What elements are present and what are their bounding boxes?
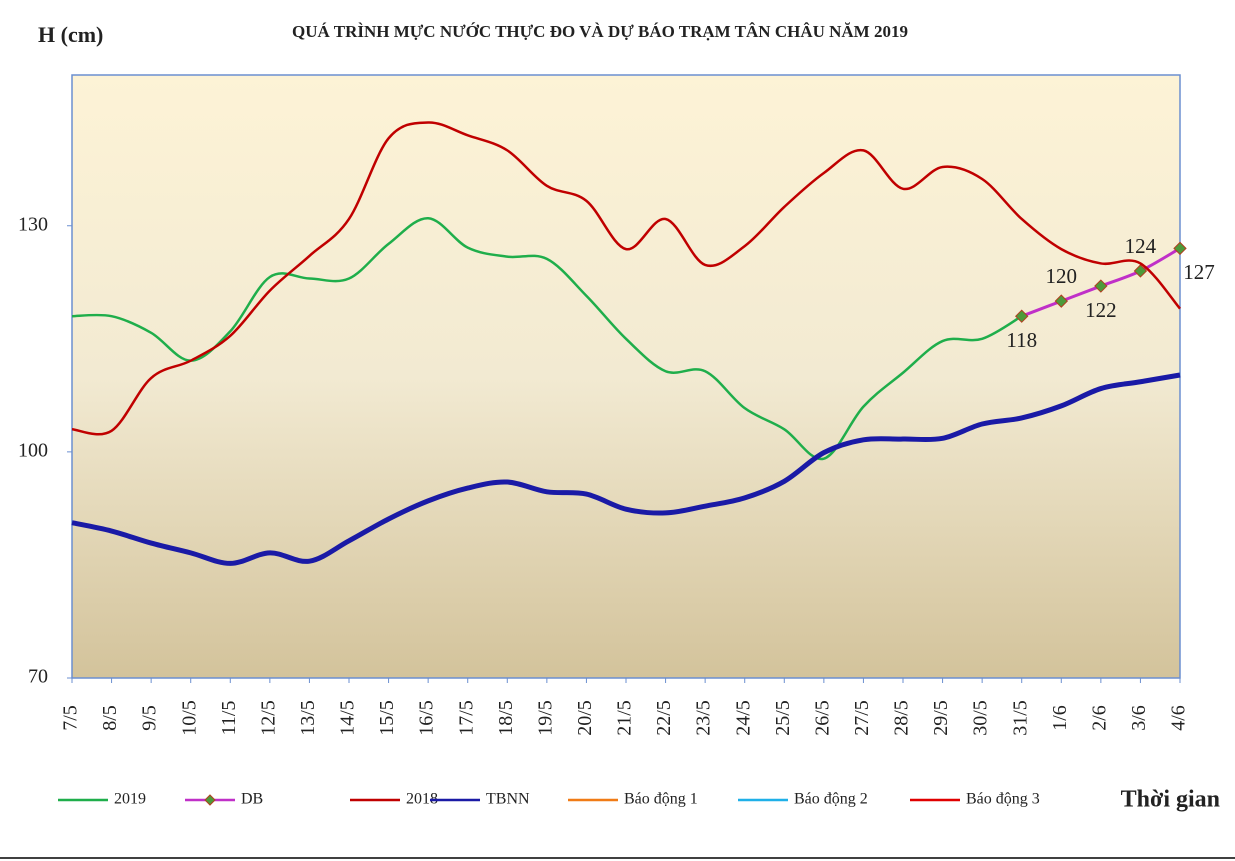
legend-label: Báo động 3 bbox=[966, 791, 1040, 808]
data-marker bbox=[1094, 279, 1108, 293]
data-label: 120 bbox=[1046, 264, 1078, 288]
data-label: 122 bbox=[1085, 298, 1117, 322]
x-tick-label: 25/5 bbox=[772, 700, 794, 736]
x-tick-label: 2/6 bbox=[1088, 705, 1110, 731]
x-tick-label: 18/5 bbox=[495, 700, 517, 736]
x-tick-label: 14/5 bbox=[337, 700, 359, 736]
x-tick-label: 8/5 bbox=[99, 705, 121, 731]
legend-label: Báo động 2 bbox=[794, 791, 868, 808]
legend-label: 2019 bbox=[114, 791, 146, 808]
x-tick-label: 24/5 bbox=[732, 700, 754, 736]
x-tick-label: 30/5 bbox=[970, 700, 992, 736]
series-line bbox=[71, 121, 1181, 436]
data-label: 124 bbox=[1125, 234, 1157, 258]
data-marker bbox=[1015, 309, 1029, 323]
x-tick-label: 12/5 bbox=[257, 700, 279, 736]
x-tick-label: 19/5 bbox=[534, 700, 556, 736]
x-tick-label: 11/5 bbox=[218, 701, 240, 736]
legend-label: TBNN bbox=[486, 791, 530, 808]
y-tick-label: 70 bbox=[28, 666, 48, 688]
x-tick-label: 3/6 bbox=[1128, 705, 1150, 731]
x-tick-label: 1/6 bbox=[1049, 705, 1071, 731]
x-tick-label: 15/5 bbox=[376, 700, 398, 736]
x-tick-label: 17/5 bbox=[455, 700, 477, 736]
y-tick-label: 100 bbox=[18, 439, 48, 461]
legend-label: 2018 bbox=[406, 791, 438, 808]
x-tick-label: 26/5 bbox=[811, 700, 833, 736]
x-tick-label: 21/5 bbox=[614, 700, 636, 736]
data-marker bbox=[1173, 241, 1187, 256]
series-line bbox=[71, 216, 1023, 461]
chart-title: QUÁ TRÌNH MỰC NƯỚC THỰC ĐO VÀ DỰ BÁO TRẠ… bbox=[292, 22, 908, 41]
legend-label: Báo động 1 bbox=[624, 791, 698, 808]
x-tick-label: 22/5 bbox=[653, 700, 675, 736]
x-tick-label: 31/5 bbox=[1009, 700, 1031, 736]
data-label: 118 bbox=[1006, 328, 1037, 352]
x-tick-label: 29/5 bbox=[930, 700, 952, 736]
legend-label: DB bbox=[241, 791, 263, 808]
x-tick-label: 16/5 bbox=[416, 700, 438, 736]
data-marker bbox=[1133, 264, 1148, 278]
x-tick-label: 9/5 bbox=[139, 705, 161, 731]
y-axis-label: H (cm) bbox=[38, 22, 103, 47]
x-tick-label: 10/5 bbox=[178, 700, 200, 736]
x-axis-label: Thời gian bbox=[1121, 787, 1220, 813]
x-tick-label: 23/5 bbox=[693, 700, 715, 736]
x-tick-label: 27/5 bbox=[851, 700, 873, 736]
x-tick-label: 7/5 bbox=[60, 705, 82, 731]
x-tick-label: 13/5 bbox=[297, 700, 319, 736]
data-label: 127 bbox=[1183, 260, 1215, 284]
data-marker bbox=[1054, 294, 1068, 308]
series-line bbox=[71, 372, 1181, 566]
x-tick-label: 20/5 bbox=[574, 700, 596, 736]
legend-marker bbox=[204, 794, 216, 806]
plot-area bbox=[71, 74, 1181, 679]
x-tick-label: 28/5 bbox=[891, 700, 913, 736]
x-tick-label: 4/6 bbox=[1168, 705, 1190, 731]
y-tick-label: 130 bbox=[18, 213, 48, 235]
